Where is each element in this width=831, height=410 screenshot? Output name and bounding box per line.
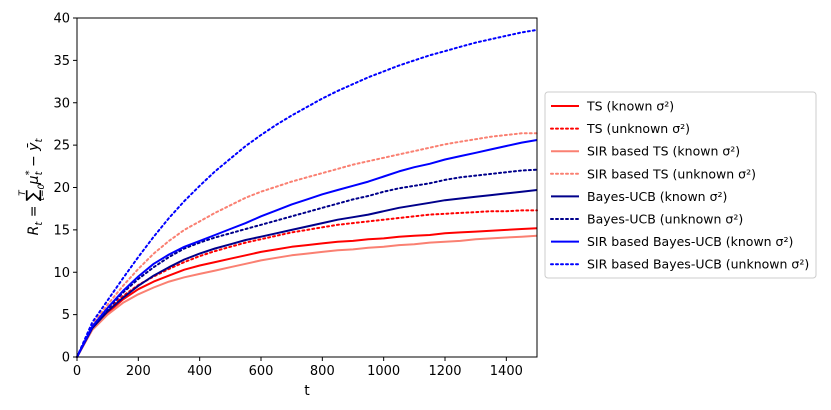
series-line-2	[76, 209, 538, 358]
legend-label: Bayes-UCB (unknown σ²)	[587, 212, 743, 227]
y-tick-label: 20	[53, 181, 70, 196]
x-tick-label: 1400	[490, 364, 523, 379]
series-line-3	[76, 234, 538, 358]
legend-label: SIR based Bayes-UCB (known σ²)	[587, 234, 793, 249]
y-tick-label: 10	[53, 266, 70, 281]
y-axis-label: Rt = ∑t=0Tμ*t − ȳt	[18, 138, 47, 236]
legend-label: SIR based Bayes-UCB (unknown σ²)	[587, 257, 809, 272]
x-tick-label: 1200	[428, 364, 461, 379]
x-axis-label: t	[304, 383, 310, 399]
legend-label: TS (known σ²)	[586, 99, 674, 114]
y-tick-label: 0	[62, 351, 70, 366]
x-tick-label: 400	[187, 364, 212, 379]
series-line-7	[76, 139, 538, 358]
series-line-5	[76, 189, 538, 358]
plot-area	[76, 28, 538, 358]
series-line-8	[76, 28, 538, 358]
y-tick-label: 30	[53, 96, 70, 111]
legend: TS (known σ²) TS (unknown σ²) SIR based TS…	[544, 91, 817, 279]
x-axis-ticks: 0 200 400 600 800 1000 1200 1400	[73, 357, 523, 379]
legend-box	[544, 91, 817, 279]
x-tick-label: 0	[73, 364, 81, 379]
y-axis-ticks: 0 5 10 15 20 25 30 35 40	[53, 12, 77, 366]
x-tick-label: 600	[249, 364, 274, 379]
y-tick-label: 5	[62, 308, 70, 323]
legend-label: SIR based TS (unknown σ²)	[587, 166, 756, 181]
y-tick-label: 40	[53, 12, 70, 27]
series-line-4	[76, 132, 538, 358]
legend-label: SIR based TS (known σ²)	[587, 144, 740, 159]
series-line-1	[76, 227, 538, 358]
y-tick-label: 15	[53, 223, 70, 238]
y-tick-label: 25	[53, 139, 70, 154]
svg-text:Rt = ∑t=0Tμ*t − ȳt: Rt = ∑t=0Tμ*t − ȳt	[18, 138, 47, 236]
x-tick-label: 200	[126, 364, 151, 379]
legend-label: Bayes-UCB (known σ²)	[587, 189, 727, 204]
y-tick-label: 35	[53, 54, 70, 69]
legend-label: TS (unknown σ²)	[586, 121, 690, 136]
x-tick-label: 800	[310, 364, 335, 379]
series-line-6	[76, 168, 538, 358]
plot-frame	[76, 17, 538, 358]
x-tick-label: 1000	[367, 364, 400, 379]
